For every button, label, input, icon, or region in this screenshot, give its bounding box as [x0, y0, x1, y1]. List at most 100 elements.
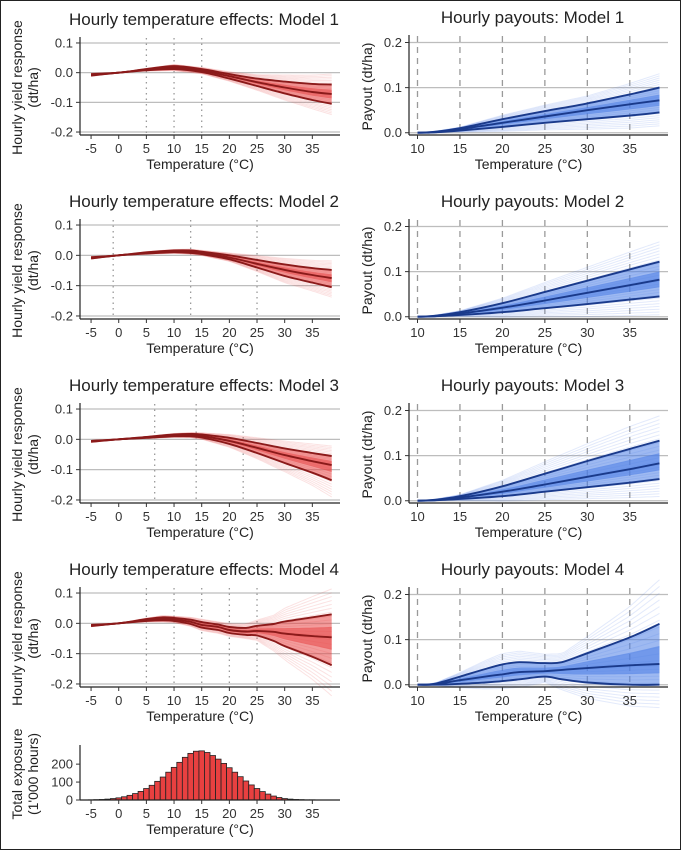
x-tick-label: 5 [143, 693, 150, 708]
x-axis-label: Temperature (°C) [146, 524, 254, 540]
series-line-upper [417, 622, 660, 686]
x-tick-label: 20 [495, 141, 509, 156]
y-tick-label: 100 [51, 775, 73, 790]
y-axis-label: Hourly yield response [9, 203, 25, 338]
x-tick-label: 30 [277, 325, 291, 340]
y-tick-label: 0.0 [55, 248, 73, 263]
simulation-draw [417, 606, 660, 686]
simulation-draw [417, 73, 660, 134]
x-tick-label: 35 [305, 509, 319, 524]
series-line-lower [417, 111, 660, 134]
y-tick-label: 0.0 [55, 65, 73, 80]
x-tick-label: 25 [250, 325, 264, 340]
histogram-bar [181, 756, 189, 801]
inner-band [417, 271, 660, 317]
histogram-bar [242, 780, 250, 801]
chart-panel-4: Hourly payouts: Model 2 0.2 0.1 0.0 10 15 20 25… [359, 192, 668, 356]
y-tick-label: 0.0 [384, 493, 402, 508]
series-line-mean [417, 663, 660, 686]
x-tick-label: 20 [222, 693, 236, 708]
x-tick-label: 20 [222, 141, 236, 156]
x-tick-label: 20 [222, 325, 236, 340]
histogram-bar [253, 788, 261, 801]
histogram-bar [187, 752, 194, 801]
x-tick-label: -5 [85, 141, 97, 156]
simulation-draw [417, 415, 660, 502]
simulation-draw [417, 125, 660, 134]
simulation-draw [417, 599, 660, 686]
series-line-lower [90, 619, 333, 667]
x-tick-label: 30 [580, 325, 594, 340]
series-line-lower [90, 68, 332, 105]
simulation-draw [417, 586, 660, 686]
inner-band [417, 453, 660, 501]
x-tick-label: 30 [580, 693, 594, 708]
histogram-bar [231, 771, 239, 801]
x-tick-label: 35 [305, 141, 319, 156]
x-tick-label: 25 [250, 509, 264, 524]
x-axis-label: Temperature (°C) [475, 524, 583, 540]
x-tick-label: 10 [410, 325, 424, 340]
panel-title: Hourly payouts: Model 2 [441, 192, 624, 211]
histogram-bar [248, 784, 255, 801]
y-axis-label: (dt/ha) [25, 434, 41, 474]
x-tick-label: 25 [538, 509, 552, 524]
simulation-draw [417, 423, 660, 502]
x-tick-label: 0 [115, 509, 122, 524]
series-line-upper [91, 613, 332, 629]
panel-title: Hourly temperature effects: Model 3 [69, 376, 339, 395]
x-tick-label: 35 [623, 693, 637, 708]
x-axis-label: Temperature (°C) [146, 156, 254, 172]
x-tick-label: 15 [453, 141, 467, 156]
y-tick-label: -0.1 [51, 278, 73, 293]
panel-title: Hourly temperature effects: Model 2 [69, 192, 339, 211]
y-tick-label: 0.1 [384, 448, 402, 463]
y-tick-label: 0.1 [55, 586, 73, 601]
x-tick-label: 25 [250, 806, 264, 821]
histogram-bar [215, 758, 222, 801]
x-tick-label: 15 [453, 693, 467, 708]
y-tick-label: 0.1 [55, 35, 73, 50]
x-tick-label: 25 [250, 693, 264, 708]
simulation-draw [417, 592, 660, 686]
x-tick-label: 20 [222, 806, 236, 821]
x-tick-label: 30 [277, 693, 291, 708]
chart-panel-6: Hourly payouts: Model 3 0.2 0.1 0.0 10 15 20 25… [359, 376, 668, 540]
x-tick-label: 35 [623, 325, 637, 340]
y-axis-label: Payout (dt/ha) [359, 595, 375, 683]
x-tick-label: 20 [495, 325, 509, 340]
histogram-bar [226, 767, 233, 801]
x-tick-label: 15 [194, 325, 208, 340]
x-tick-label: 10 [410, 509, 424, 524]
y-tick-label: 0.1 [384, 80, 402, 95]
histogram-bar [165, 771, 172, 801]
y-tick-label: 0.1 [384, 264, 402, 279]
y-tick-label: 0.2 [384, 35, 402, 50]
y-tick-label: 0.2 [384, 587, 402, 602]
x-tick-label: 35 [305, 806, 319, 821]
histogram-bar [154, 780, 161, 801]
x-axis-label: Temperature (°C) [475, 708, 583, 724]
x-tick-label: 15 [453, 509, 467, 524]
x-tick-label: -5 [85, 693, 97, 708]
simulation-draw [417, 314, 660, 318]
x-tick-label: 15 [194, 806, 208, 821]
y-tick-label: 0.2 [384, 403, 402, 418]
y-tick-label: -0.1 [51, 646, 73, 661]
series-line-lower [91, 435, 333, 482]
panel-title: Hourly temperature effects: Model 1 [69, 10, 339, 29]
x-tick-label: 30 [580, 509, 594, 524]
y-axis-label: Hourly yield response [9, 571, 25, 706]
histogram-bar [159, 776, 167, 801]
x-tick-label: 15 [453, 325, 467, 340]
y-axis-label: (1'000 hours) [25, 733, 41, 815]
series-line-lower [417, 295, 660, 318]
simulation-draw [417, 244, 660, 318]
simulation-draw [417, 123, 660, 134]
x-tick-label: 10 [167, 693, 181, 708]
y-axis-label: (dt/ha) [25, 250, 41, 290]
y-tick-label: 200 [51, 757, 73, 772]
chart-panel-5: Hourly temperature effects: Model 3 0.1 0.… [9, 376, 340, 540]
x-axis-label: Temperature (°C) [146, 821, 254, 837]
